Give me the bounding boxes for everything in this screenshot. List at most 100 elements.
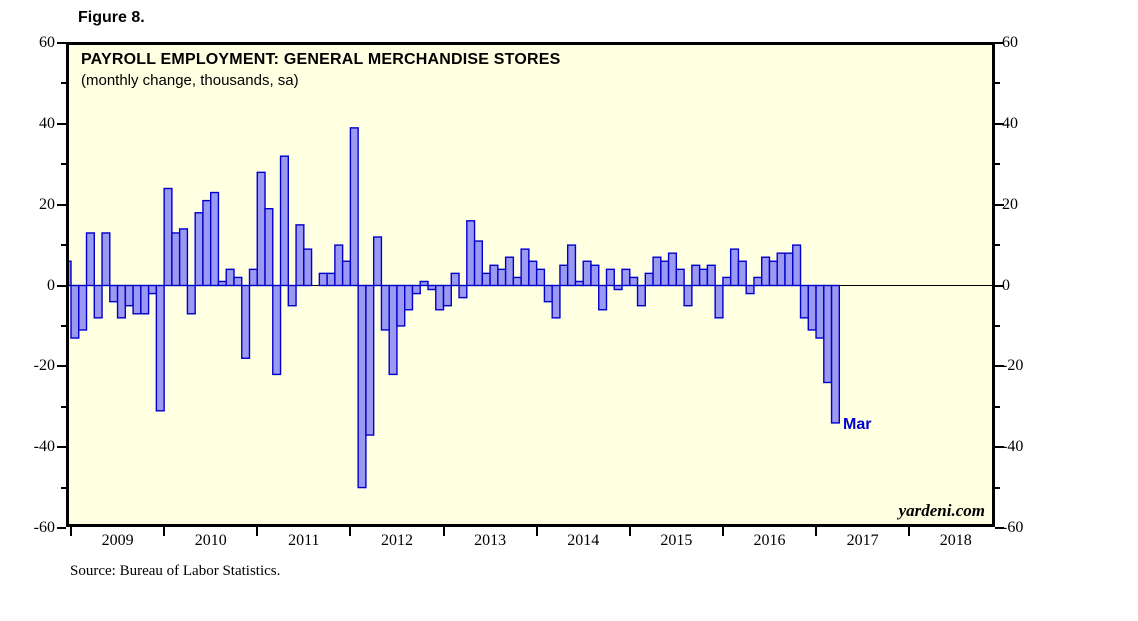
bar-2016-4: [745, 284, 755, 295]
x-tick: [815, 527, 818, 536]
y-tick-right: [995, 163, 1000, 166]
bar-2012-11: [427, 284, 437, 291]
bar-2009-1: [70, 284, 80, 339]
bar-2010-10: [233, 276, 243, 287]
y-tick-right: [995, 405, 1000, 408]
y-tick-right: [995, 527, 1004, 529]
bar-2014-3: [551, 284, 561, 319]
y-tick-left: [57, 365, 66, 368]
bar-2014-10: [605, 268, 615, 287]
y-axis-label-left: 20: [39, 195, 55, 213]
bar-2013-10: [512, 276, 522, 287]
bar-2012-7: [396, 284, 406, 327]
bar-2008-12: [69, 260, 72, 287]
x-axis-year-label: 2013: [474, 532, 507, 549]
bar-2016-10: [792, 244, 802, 287]
x-tick: [628, 527, 631, 536]
x-tick: [256, 527, 259, 536]
chart-subtitle: (monthly change, thousands, sa): [81, 72, 299, 89]
x-tick: [721, 527, 724, 536]
bar-2011-10: [326, 272, 336, 287]
bar-2011-6: [295, 224, 305, 287]
bar-2011-9: [318, 272, 328, 287]
bar-2015-9: [691, 264, 701, 287]
x-axis-year-label: 2011: [288, 532, 320, 549]
bar-2015-12: [714, 284, 724, 319]
y-tick-right: [995, 82, 1000, 85]
x-tick: [908, 527, 911, 536]
y-axis-label-right: 60: [1002, 33, 1018, 51]
bar-2012-4: [372, 236, 383, 287]
bar-2009-12: [155, 284, 165, 412]
bar-2015-1: [629, 276, 639, 287]
x-tick: [70, 527, 72, 536]
x-axis-year-label: 2014: [567, 532, 600, 549]
bar-2010-9: [225, 268, 235, 287]
bar-2009-4: [93, 284, 103, 319]
x-axis-year-label: 2015: [660, 532, 693, 549]
bar-2015-7: [675, 268, 685, 287]
watermark: yardeni.com: [898, 501, 985, 520]
x-tick: [163, 527, 166, 536]
y-axis-label-right: -60: [1002, 519, 1024, 536]
bar-2010-3: [178, 228, 189, 287]
y-tick-right: [995, 41, 1004, 44]
bar-2013-5: [473, 240, 484, 287]
bar-2013-8: [497, 268, 507, 287]
bar-2012-2: [357, 284, 367, 489]
bar-2010-4: [186, 284, 196, 315]
bar-2016-12: [807, 284, 817, 331]
x-tick: [535, 527, 538, 536]
bar-2015-11: [706, 264, 716, 287]
bar-2015-8: [683, 284, 693, 307]
bar-2011-5: [287, 284, 297, 307]
y-axis-label-right: 20: [1002, 195, 1018, 213]
bar-2011-7: [303, 248, 313, 287]
bar-2009-5: [101, 232, 111, 287]
bar-2013-1: [442, 284, 452, 307]
bar-2013-12: [528, 260, 538, 287]
bar-2015-6: [667, 252, 678, 287]
bar-2014-4: [559, 264, 569, 287]
bar-2016-11: [799, 284, 809, 319]
bar-2011-11: [334, 244, 344, 287]
bar-2014-7: [582, 260, 592, 287]
bar-2009-10: [140, 284, 150, 315]
bar-2014-8: [590, 264, 600, 287]
plot-frame: PAYROLL EMPLOYMENT: GENERAL MERCHANDISE …: [66, 42, 995, 527]
bar-2014-5: [566, 244, 577, 287]
y-axis-label-left: 40: [39, 114, 55, 132]
y-axis-label-left: -40: [33, 438, 55, 456]
y-tick-left: [57, 446, 66, 449]
bar-2013-2: [450, 272, 460, 287]
bar-2010-8: [217, 280, 227, 287]
bar-2017-3: [830, 284, 841, 424]
bar-2016-2: [729, 248, 740, 287]
y-axis-label-right: -40: [1002, 438, 1024, 456]
bar-2016-5: [753, 276, 763, 287]
y-tick-left: [61, 244, 66, 247]
bar-2014-12: [621, 268, 631, 287]
bar-2009-3: [85, 232, 95, 287]
x-axis-year-label: 2010: [194, 532, 227, 549]
bar-2016-8: [776, 252, 786, 287]
y-tick-left: [61, 486, 66, 489]
bar-2017-2: [823, 284, 833, 384]
bar-2010-6: [202, 199, 212, 287]
bar-2014-6: [574, 280, 584, 287]
bar-2010-1: [163, 187, 173, 287]
bar-2010-2: [171, 232, 181, 287]
bar-2013-6: [481, 272, 491, 287]
bar-2012-5: [380, 284, 390, 331]
x-tick: [349, 527, 352, 536]
y-tick-right: [995, 446, 1004, 449]
x-tick: [442, 527, 445, 536]
y-axis-label-left: -20: [33, 357, 55, 375]
bar-2012-3: [365, 284, 375, 436]
y-tick-left: [57, 122, 66, 125]
bar-2015-4: [652, 256, 662, 287]
y-tick-left: [57, 527, 66, 529]
last-point-annotation: Mar: [843, 416, 872, 433]
y-tick-right: [995, 122, 1004, 125]
y-axis-label-right: -20: [1002, 357, 1024, 375]
